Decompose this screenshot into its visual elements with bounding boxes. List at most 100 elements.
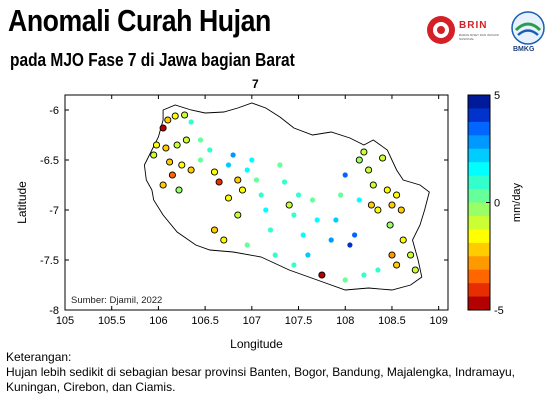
colorbar-segment [468,135,490,150]
brin-wordmark: BRIN [459,20,488,31]
station-point [305,252,311,258]
map-frame [64,94,449,311]
station-point [159,181,167,189]
station-layer [150,111,419,283]
station-point [388,251,396,259]
station-point [386,221,394,229]
plot-frame [64,94,449,311]
colorbar-segment [468,229,490,244]
station-point [230,152,236,158]
y-axis-label: Latitude [15,181,29,224]
station-point [367,201,375,209]
station-point [210,226,219,234]
station-point [375,267,381,273]
station-point [249,157,255,163]
colorbar: 5 0 -5 mm/day [467,90,523,317]
station-point [342,172,348,178]
station-point [365,166,373,174]
station-point [360,148,368,156]
station-point [338,192,344,198]
page-subtitle: pada MJO Fase 7 di Jawa bagian Barat [10,50,295,70]
land-layer [143,102,430,291]
station-point [352,232,358,238]
station-point [383,186,391,194]
station-point [173,141,181,149]
colorbar-segment [468,215,490,230]
station-point [379,154,387,162]
x-tick-label: 105.5 [98,315,126,327]
colorbar-segment [468,202,490,217]
x-tick-label: 107.5 [285,315,313,327]
station-point [171,112,179,120]
brin-emblem-icon [427,16,455,44]
station-point [281,179,288,185]
colorbar-segment [468,256,490,271]
station-point [187,166,195,174]
station-point [388,201,396,209]
station-point [318,271,326,279]
y-tick-label: -8 [49,305,59,317]
station-point [197,157,204,163]
colorbar-segment [468,189,490,203]
station-point [399,236,407,244]
colorbar-segment [468,108,490,123]
station-point [224,194,233,202]
notes-line-1: Hujan lebih sedikit di sebagian besar pr… [6,365,515,379]
station-point [234,176,242,184]
station-point [342,277,348,283]
station-point [355,156,363,164]
x-tick-label: 106.5 [191,315,219,327]
station-point [244,242,250,248]
station-point [175,186,183,194]
station-point [207,147,213,153]
station-point [285,201,293,209]
station-point [181,111,189,119]
notes-heading: Keterangan: [6,350,72,364]
colorbar-segment [468,242,490,257]
station-point [210,168,219,176]
source-note: Sumber: Djamil, 2022 [71,295,162,306]
station-point [407,251,415,259]
station-point [369,181,377,189]
station-point [328,237,334,243]
colorbar-segment [468,269,490,284]
colorbar-segment [468,175,490,190]
station-point [411,266,419,274]
station-point [300,232,306,238]
colorbar-segment [468,121,490,136]
station-point [238,186,247,194]
station-point [314,217,320,223]
station-point [263,207,269,213]
station-point [393,191,401,199]
x-tick-label: 109 [429,315,447,327]
station-point [272,252,278,258]
station-point [309,197,316,203]
station-point [291,212,297,218]
station-point [162,144,170,152]
java-island-outline [143,102,430,291]
station-point [164,116,172,124]
bmkg-emblem-icon [511,11,545,45]
station-point [182,136,190,144]
station-point [258,192,264,198]
colorbar-segment [468,296,490,311]
panel-label: 7 [252,77,259,91]
station-point [347,242,353,248]
y-tick-label: -7.5 [40,255,59,267]
station-point [225,162,232,168]
colorbar-tick-label: 5 [494,90,500,102]
station-point [356,197,362,203]
station-point [267,227,274,233]
y-tick-label: -7 [49,205,59,217]
station-point [234,211,242,219]
notes-section: Keterangan: Hujan lebih sedikit di sebag… [6,350,515,395]
map-axes: 105 105.5 106 106.5 107 107.5 108 108.5 109 -6 -6.… [15,95,448,351]
station-point [168,171,176,179]
station-point [361,272,367,278]
y-tick-label: -6 [49,105,59,117]
x-tick-label: 108.5 [378,315,406,327]
x-tick-label: 105 [56,315,74,327]
x-tick-label: 106 [149,315,167,327]
x-tick-label: 108 [336,315,354,327]
